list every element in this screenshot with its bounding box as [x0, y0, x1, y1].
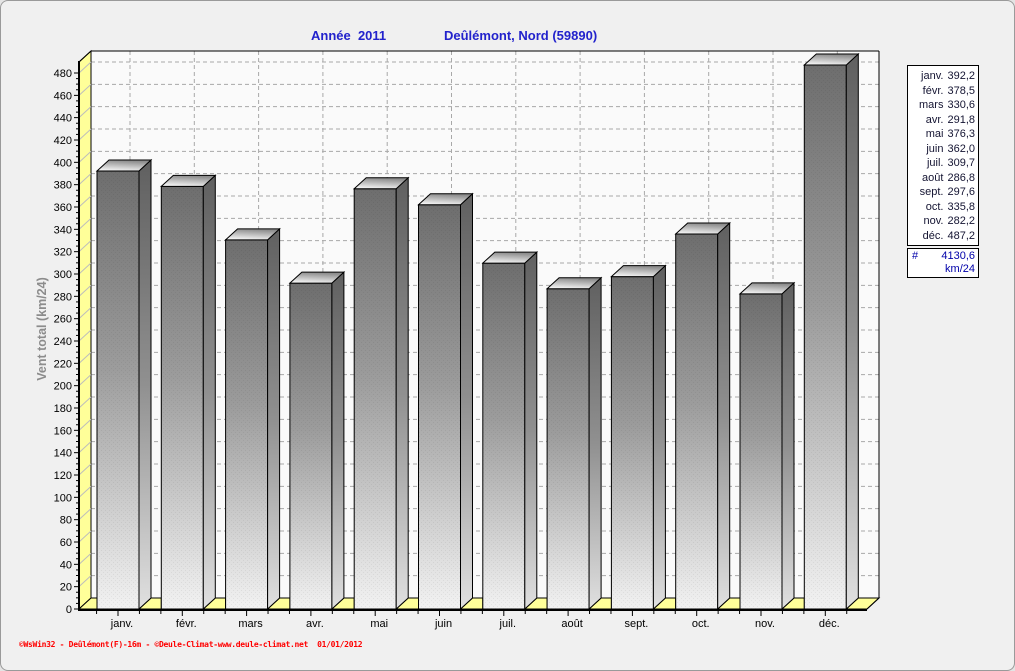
x-tick-label: avr. — [306, 618, 324, 630]
legend-total-box: # 4130,6 km/24 — [907, 248, 979, 278]
bar-nov — [738, 281, 796, 611]
legend-row: sept. 297,6 — [919, 186, 975, 198]
bar-mars — [224, 227, 281, 611]
y-tick-label: 220 — [54, 358, 72, 370]
title-location: Deûlémont, Nord (59890) — [444, 28, 598, 43]
y-tick-label: 260 — [54, 314, 72, 326]
bar-oct — [674, 221, 731, 611]
x-tick-label: févr. — [176, 618, 197, 630]
y-tick-label: 300 — [54, 269, 72, 281]
y-tick-label: 60 — [60, 537, 72, 549]
x-tick-label: janv. — [110, 618, 133, 630]
legend-row: janv. 392,2 — [921, 70, 975, 82]
y-tick-label: 340 — [54, 224, 72, 236]
legend-row: oct. 335,8 — [925, 200, 975, 213]
y-tick-label: 20 — [60, 582, 72, 594]
x-axis-labels: janv. févr. mars avr. mai juin juil. août sept. o… — [110, 618, 840, 630]
legend-row: août 286,8 — [922, 171, 975, 184]
x-tick-label: juin — [434, 618, 452, 630]
x-tick-label: sept. — [624, 618, 648, 630]
legend-total-value: 4130,6 — [941, 250, 975, 262]
bar-avr — [288, 271, 346, 611]
footer-credit: ©WsWin32 - Deûlémont(F)-16m - ©Deule-Cli… — [19, 640, 363, 649]
bar-sept — [610, 264, 667, 611]
bar-janv — [95, 158, 153, 611]
y-tick-label: 380 — [54, 180, 72, 192]
legend-row: févr. 378,5 — [922, 84, 975, 97]
y-tick-label: 80 — [60, 515, 72, 527]
legend-row: déc. 487,2 — [922, 229, 975, 242]
bar-déc — [803, 52, 860, 611]
legend-row: mai 376,3 — [925, 128, 975, 140]
x-axis-ticks — [96, 611, 848, 616]
legend-monthly-values: janv. 392,2 févr. 378,5 mars 330,6 avr. 291,… — [907, 65, 979, 246]
x-tick-label: nov. — [755, 618, 775, 630]
x-tick-label: déc. — [819, 618, 840, 630]
legend-row: avr. 291,8 — [925, 113, 975, 126]
y-tick-label: 120 — [54, 470, 72, 482]
y-axis-title: Vent total (km/24) — [35, 277, 49, 381]
y-tick-label: 100 — [54, 492, 72, 504]
y-tick-label: 360 — [54, 202, 72, 214]
bar-mai — [352, 176, 410, 611]
legend-row: juil. 309,7 — [926, 157, 975, 169]
left-wall — [78, 49, 92, 611]
bar-juin — [417, 192, 474, 611]
y-tick-label: 400 — [54, 157, 72, 169]
x-tick-label: juil. — [499, 618, 517, 630]
y-tick-label: 280 — [54, 291, 72, 303]
legend-row: mars 330,6 — [919, 99, 975, 111]
x-tick-label: oct. — [692, 618, 710, 630]
y-tick-label: 440 — [54, 113, 72, 125]
legend-box: janv. 392,2 févr. 378,5 mars 330,6 avr. 291,… — [907, 65, 979, 278]
legend-total-unit: km/24 — [945, 263, 975, 275]
y-tick-label: 40 — [60, 559, 72, 571]
y-tick-label: 160 — [54, 425, 72, 437]
bar-févr — [160, 174, 217, 611]
y-axis-ticks — [74, 72, 79, 610]
y-tick-label: 240 — [54, 336, 72, 348]
y-tick-label: 420 — [54, 135, 72, 147]
bars — [95, 52, 860, 611]
y-tick-label: 180 — [54, 403, 72, 415]
x-tick-label: mai — [370, 618, 388, 630]
bar-août — [545, 276, 603, 611]
y-tick-label: 140 — [54, 448, 72, 460]
page-title: Année 2011 — [311, 28, 387, 43]
legend-total-symbol: # — [912, 250, 919, 262]
y-tick-label: 200 — [54, 381, 72, 393]
legend-row: juin 362,0 — [926, 142, 975, 155]
legend-row: nov. 282,2 — [923, 215, 975, 227]
y-tick-label: 0 — [66, 604, 72, 616]
y-tick-label: 480 — [54, 68, 72, 80]
x-tick-label: août — [561, 618, 582, 630]
x-tick-label: mars — [238, 618, 263, 630]
y-axis-title: Vent total (km/24) — [35, 277, 49, 381]
y-axis-labels: 0 20 40 60 80 100 120 140 160 180 200 220 240 260 280 3… — [54, 68, 72, 616]
y-tick-label: 460 — [54, 90, 72, 102]
bar-juil — [481, 251, 539, 611]
y-tick-label: 320 — [54, 247, 72, 259]
